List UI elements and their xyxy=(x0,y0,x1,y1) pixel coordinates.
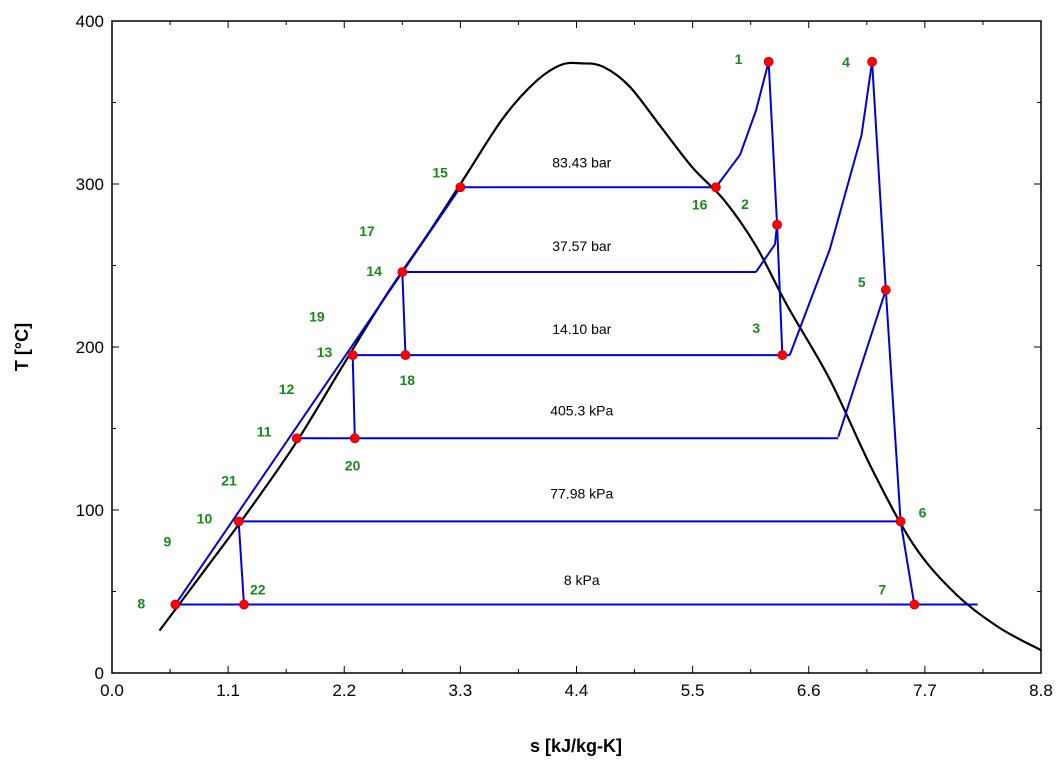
state-label-9: 9 xyxy=(163,534,171,550)
isobar-label-0: 83.43 bar xyxy=(552,155,611,171)
y-tick-label-0: 0 xyxy=(95,664,104,683)
x-tick-label-5: 5.5 xyxy=(681,681,705,700)
cycle-line-2 xyxy=(715,61,770,188)
x-tick-label-1: 1.1 xyxy=(216,681,240,700)
state-point-16 xyxy=(710,182,721,193)
cycle-line-16 xyxy=(351,355,356,439)
x-axis-title: s [kJ/kg-K] xyxy=(530,736,622,756)
y-axis-title: T [°C] xyxy=(12,323,32,371)
y-tick-label-3: 300 xyxy=(76,175,104,194)
state-label-1: 1 xyxy=(735,51,743,67)
cycle-line-3 xyxy=(767,61,784,356)
x-tick-label-2: 2.2 xyxy=(332,681,356,700)
cycle-line-0 xyxy=(174,186,462,606)
isobar-label-2: 14.10 bar xyxy=(552,321,611,337)
x-tick-label-4: 4.4 xyxy=(565,681,589,700)
state-label-22: 22 xyxy=(250,582,266,598)
state-point-8 xyxy=(170,599,181,610)
state-point-1 xyxy=(763,56,774,67)
state-label-18: 18 xyxy=(399,372,415,388)
state-point-18 xyxy=(400,350,411,361)
state-label-4: 4 xyxy=(842,54,850,70)
cycle-line-8 xyxy=(884,289,916,605)
state-label-7: 7 xyxy=(878,582,886,598)
state-point-14 xyxy=(397,267,408,277)
state-point-7 xyxy=(909,599,920,610)
state-point-15 xyxy=(455,182,466,193)
saturation-dome xyxy=(158,61,1042,652)
state-label-5: 5 xyxy=(858,274,866,290)
state-point-4 xyxy=(867,56,877,67)
state-label-3: 3 xyxy=(752,320,760,336)
x-tick-label-3: 3.3 xyxy=(449,681,473,700)
state-label-15: 15 xyxy=(432,164,448,180)
state-label-16: 16 xyxy=(692,196,708,212)
y-tick-label-4: 400 xyxy=(76,12,104,31)
state-point-3 xyxy=(777,350,788,361)
state-point-13 xyxy=(347,350,358,361)
state-label-2: 2 xyxy=(741,196,749,212)
isobar-label-5: 8 kPa xyxy=(564,572,600,588)
axis-ticks: 0.0 1.1 2.2 3.3 4.4 5.5 6.6 7.7 8.8 0 100 200 300 400 xyxy=(76,12,1053,700)
state-point-2 xyxy=(772,219,782,230)
state-label-19: 19 xyxy=(309,309,325,325)
state-label-6: 6 xyxy=(919,504,927,520)
state-label-11: 11 xyxy=(257,423,272,439)
state-point-10 xyxy=(233,516,244,527)
cycle-line-17 xyxy=(237,521,245,605)
state-point-20 xyxy=(349,433,360,444)
isobar-label-4: 77.98 kPa xyxy=(550,486,613,502)
state-label-12: 12 xyxy=(279,381,295,397)
y-tick-label-1: 100 xyxy=(76,501,104,520)
y-tick-label-2: 200 xyxy=(76,338,104,357)
state-label-10: 10 xyxy=(197,510,213,526)
x-tick-label-0: 0.0 xyxy=(100,681,124,700)
state-label-20: 20 xyxy=(345,457,361,473)
saturation-dome-curve xyxy=(158,61,1042,652)
cycle-line-15 xyxy=(401,271,407,356)
cycle-line-5 xyxy=(788,61,874,356)
cycle-line-9 xyxy=(755,224,779,273)
x-tick-label-6: 6.6 xyxy=(797,681,821,700)
state-point-6 xyxy=(895,516,906,527)
isobar-labels: 83.43 bar 37.57 bar 14.10 bar 405.3 kPa 77.9… xyxy=(550,155,613,588)
state-label-13: 13 xyxy=(317,344,333,360)
state-label-8: 8 xyxy=(137,596,145,612)
cycle-line-6 xyxy=(871,61,887,291)
state-label-14: 14 xyxy=(366,263,382,279)
x-tick-label-7: 7.7 xyxy=(913,681,937,700)
state-point-5 xyxy=(880,285,891,295)
isobar-label-1: 37.57 bar xyxy=(552,238,611,254)
state-label-21: 21 xyxy=(221,473,237,489)
state-point-11 xyxy=(291,433,302,444)
cycle-line-7 xyxy=(837,289,887,437)
x-tick-label-8: 8.8 xyxy=(1029,681,1053,700)
isobar-label-3: 405.3 kPa xyxy=(550,402,613,418)
state-label-17: 17 xyxy=(359,223,375,239)
state-point-22 xyxy=(239,599,249,610)
